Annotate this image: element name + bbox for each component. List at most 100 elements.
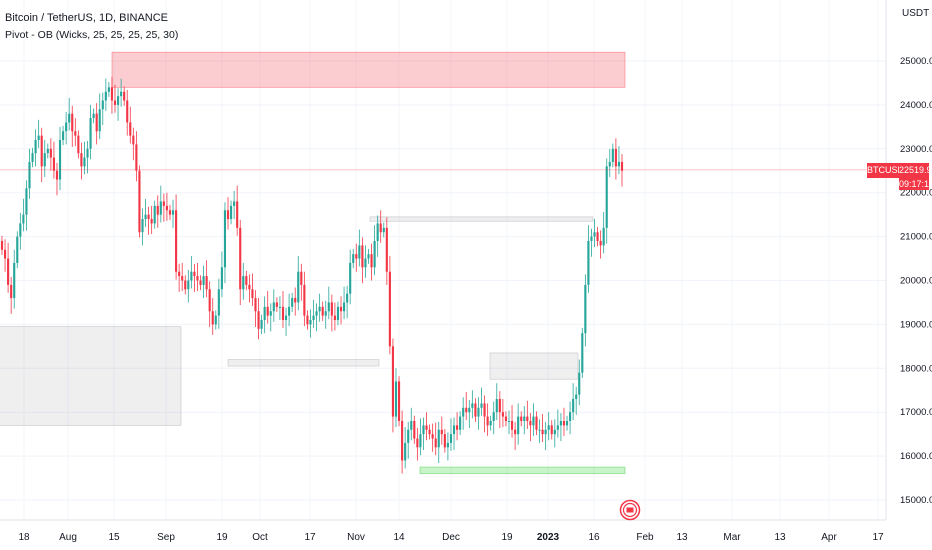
candle-body (269, 311, 272, 316)
candle-body (162, 201, 165, 206)
candle-body (275, 302, 278, 307)
candle-body (407, 429, 410, 443)
chart-grid (0, 0, 886, 520)
bullish-order-block (369, 216, 594, 222)
candle-body (89, 118, 92, 149)
candle-body (471, 403, 474, 408)
candle-body (107, 87, 110, 92)
candle-body (321, 306, 324, 316)
candle-body (379, 223, 382, 233)
candle-body (495, 399, 498, 413)
candle-body (214, 315, 217, 325)
last-price-value: 22519.95 (899, 163, 932, 178)
candle-body (7, 258, 10, 285)
candle-body (83, 157, 86, 167)
y-tick-label: 23000.00 (900, 144, 932, 155)
candle-body (58, 140, 62, 180)
candle-body (123, 91, 126, 101)
candle-body (297, 271, 300, 303)
candle-body (25, 188, 28, 215)
indicator-title[interactable]: Pivot - OB (Wicks, 25, 25, 25, 25, 30) (5, 29, 179, 41)
candle-body (16, 236, 19, 263)
candle-body (425, 425, 428, 430)
candle-body (532, 416, 535, 426)
candle-body (611, 148, 614, 162)
candle-body (416, 438, 419, 448)
candle-body (80, 153, 83, 167)
candle-body (257, 311, 260, 329)
candle-body (550, 425, 553, 435)
bullish-order-block (489, 352, 579, 380)
candle-body (135, 144, 138, 171)
candle-body (608, 161, 611, 167)
chart-legend: Bitcoin / TetherUS, 1D, BINANCE Pivot - … (5, 10, 178, 44)
candle-body (178, 271, 181, 277)
x-tick-label: 13 (774, 532, 786, 543)
candle-body (211, 311, 214, 325)
candle-body (220, 267, 223, 290)
x-tick-label: 16 (588, 532, 600, 543)
candle-body (132, 135, 135, 145)
candle-body (150, 219, 153, 224)
candle-body (361, 245, 364, 268)
candle-body (581, 333, 584, 373)
candle-body (404, 442, 407, 461)
candle-body (459, 416, 462, 430)
candle-body (318, 306, 321, 312)
bullish-order-block (0, 326, 182, 426)
candle-body (34, 140, 37, 154)
candle-body (382, 227, 385, 233)
candle-body (288, 306, 291, 316)
candle-body (263, 306, 266, 321)
candle-body (620, 161, 624, 171)
candle-body (507, 420, 511, 422)
y-tick-label: 25000.00 (900, 56, 932, 67)
candle-body (110, 87, 114, 101)
candle-body (587, 240, 590, 285)
x-tick-label: 2023 (537, 532, 560, 543)
candle-body (98, 109, 101, 132)
candle-body (538, 429, 541, 431)
candle-body (168, 210, 172, 215)
candle-body (514, 429, 517, 435)
candle-body (489, 420, 492, 426)
candle-body (315, 311, 318, 316)
candle-body (205, 276, 208, 290)
x-tick-label: Oct (252, 532, 268, 543)
candle-body (480, 403, 483, 408)
candle-body (428, 429, 431, 435)
candle-body (553, 429, 556, 435)
tradingview-logo-icon[interactable] (619, 499, 641, 521)
order-block-boxes (0, 51, 626, 475)
candle-body (599, 240, 602, 246)
candle-body (504, 416, 508, 421)
candle-body (333, 315, 336, 321)
candle-body (492, 412, 495, 421)
candle-body (575, 394, 578, 400)
candle-body (397, 381, 401, 421)
price-axis: 25000.00 24000.00 23000.00 22000.00 21000.00… (900, 56, 932, 506)
candle-body (22, 214, 25, 224)
candle-body (526, 416, 529, 421)
candle-body (223, 210, 227, 268)
candle-body (547, 425, 550, 430)
candle-body (10, 284, 13, 299)
x-tick-label: Aug (59, 532, 77, 543)
symbol-title[interactable]: Bitcoin / TetherUS, 1D, BINANCE (5, 12, 169, 24)
x-tick-label: Feb (636, 532, 654, 543)
y-tick-label: 24000.00 (900, 100, 932, 111)
candle-body (352, 254, 355, 263)
candle-body (401, 420, 404, 461)
candle-body (184, 280, 187, 290)
candle-body (520, 416, 523, 421)
candle-body (336, 306, 340, 321)
candle-body (486, 416, 489, 426)
candle-body (74, 131, 77, 136)
candle-body (535, 416, 538, 430)
candle-body (43, 153, 46, 167)
candle-body (0, 240, 4, 250)
candle-body (190, 271, 193, 281)
candle-body (245, 276, 248, 285)
candle-body (208, 289, 211, 312)
